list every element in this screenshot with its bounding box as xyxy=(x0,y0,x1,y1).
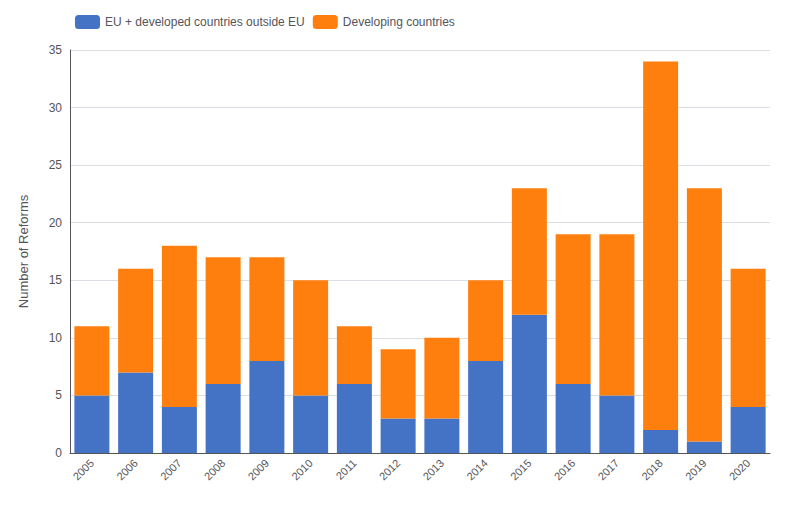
svg-text:Developing countries: Developing countries xyxy=(343,15,455,29)
svg-text:2015: 2015 xyxy=(508,457,534,483)
svg-text:2013: 2013 xyxy=(420,457,446,483)
svg-text:2014: 2014 xyxy=(464,457,490,483)
svg-text:2011: 2011 xyxy=(333,457,358,482)
svg-text:20: 20 xyxy=(49,216,63,230)
svg-text:2012: 2012 xyxy=(377,457,403,483)
svg-text:2010: 2010 xyxy=(289,457,315,483)
svg-text:2005: 2005 xyxy=(70,457,96,483)
svg-text:EU + developed countries outsi: EU + developed countries outside EU xyxy=(105,15,305,29)
svg-text:2008: 2008 xyxy=(202,457,228,483)
svg-text:2007: 2007 xyxy=(158,457,184,483)
svg-text:30: 30 xyxy=(49,101,63,115)
svg-text:2006: 2006 xyxy=(114,457,140,483)
svg-text:10: 10 xyxy=(49,331,63,345)
svg-text:15: 15 xyxy=(49,273,63,287)
svg-text:2018: 2018 xyxy=(639,457,665,483)
svg-text:2016: 2016 xyxy=(552,457,578,483)
svg-text:Number of Reforms: Number of Reforms xyxy=(16,194,31,308)
svg-text:5: 5 xyxy=(55,388,62,402)
svg-text:2019: 2019 xyxy=(683,457,709,483)
svg-text:35: 35 xyxy=(49,43,63,57)
svg-text:2020: 2020 xyxy=(727,457,753,483)
svg-text:2009: 2009 xyxy=(245,457,271,483)
svg-text:2017: 2017 xyxy=(595,457,621,483)
svg-text:25: 25 xyxy=(49,158,63,172)
svg-text:0: 0 xyxy=(55,446,62,460)
